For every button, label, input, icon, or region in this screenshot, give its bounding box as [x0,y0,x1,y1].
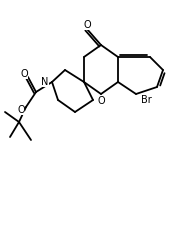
Text: O: O [17,105,25,115]
Text: Br: Br [141,95,151,105]
Text: O: O [20,69,28,79]
Text: N: N [41,77,49,87]
Text: O: O [83,20,91,30]
Text: O: O [97,96,105,106]
